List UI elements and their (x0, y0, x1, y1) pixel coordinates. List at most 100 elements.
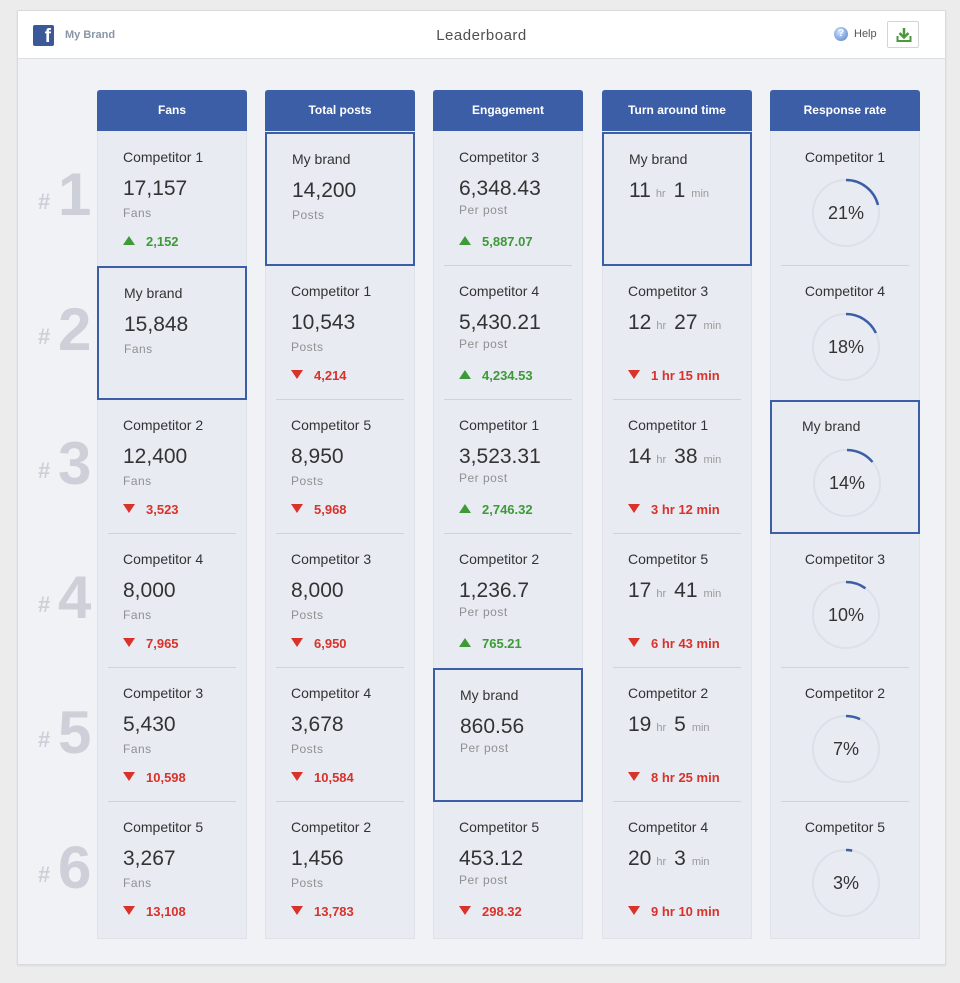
change-value: 10,584 (314, 770, 354, 785)
metric-unit: Posts (291, 474, 324, 488)
leaderboard-cell[interactable]: Competitor 4 3,678 Posts 10,584 (266, 668, 414, 802)
leaderboard-cell[interactable]: Competitor 1 3,523.31 Per post 2,746.32 (434, 400, 582, 534)
metric-value: 8,000 (291, 579, 344, 602)
leaderboard-cell[interactable]: Competitor 3 12 hr 27 min 1 hr 15 min (603, 266, 751, 400)
leaderboard-cell-my-brand[interactable]: My brand 14,200 Posts (265, 132, 415, 266)
leaderboard-cell[interactable]: Competitor 1 21% (771, 132, 919, 266)
change-indicator: 3 hr 12 min (628, 502, 720, 517)
arrow-down-icon (123, 906, 135, 915)
metric-value: 3,267 (123, 847, 176, 870)
hours-unit: hr (656, 588, 667, 600)
hours-value: 19 (628, 713, 652, 736)
leaderboard-cell[interactable]: Competitor 3 10% (771, 534, 919, 668)
metric-column: Total posts My brand 14,200 Posts Competitor… (265, 90, 415, 939)
leaderboard-cell-my-brand[interactable]: My brand 860.56 Per post (433, 668, 583, 802)
hours-unit: hr (656, 856, 667, 868)
leaderboard-cell[interactable]: Competitor 3 6,348.43 Per post 5,887.07 (434, 132, 582, 266)
row-divider (276, 667, 404, 668)
leaderboard-cell-my-brand[interactable]: My brand 11 hr 1 min (602, 132, 752, 266)
row-divider (613, 801, 741, 802)
rank-value: 1 (58, 161, 92, 228)
change-value: 3 hr 12 min (651, 502, 720, 517)
row-divider (108, 667, 236, 668)
change-value: 298.32 (482, 904, 522, 919)
change-indicator: 2,152 (123, 234, 179, 249)
leaderboard-cell-my-brand[interactable]: My brand 14% (770, 400, 920, 534)
metric-unit: Posts (291, 340, 324, 354)
rank-number: #1 (38, 161, 98, 225)
change-value: 2,746.32 (482, 502, 533, 517)
metric-unit: Per post (459, 203, 508, 217)
gauge-fill (812, 448, 882, 518)
leaderboard-cell[interactable]: Competitor 4 5,430.21 Per post 4,234.53 (434, 266, 582, 400)
metric-value: 453.12 (459, 847, 524, 870)
row-divider (613, 399, 741, 400)
metric-unit: Posts (291, 876, 324, 890)
leaderboard-cell[interactable]: Competitor 2 7% (771, 668, 919, 802)
leaderboard-cell[interactable]: Competitor 2 1,236.7 Per post 765.21 (434, 534, 582, 668)
minutes-unit: min (691, 856, 710, 868)
change-indicator: 8 hr 25 min (628, 770, 720, 785)
change-value: 5,887.07 (482, 234, 533, 249)
gauge-fill (811, 178, 881, 248)
leaderboard-cell[interactable]: Competitor 1 14 hr 38 min 3 hr 12 min (603, 400, 751, 534)
leaderboard-cell[interactable]: Competitor 2 19 hr 5 min 8 hr 25 min (603, 668, 751, 802)
help-link[interactable]: ? Help (834, 27, 877, 41)
competitor-name: Competitor 5 (459, 819, 540, 835)
leaderboard-cell[interactable]: Competitor 3 8,000 Posts 6,950 (266, 534, 414, 668)
change-indicator: 765.21 (459, 636, 522, 651)
help-icon: ? (834, 27, 848, 41)
rank-number: #2 (38, 296, 98, 360)
response-rate-value: 21% (827, 203, 865, 223)
leaderboard-cell[interactable]: Competitor 5 17 hr 41 min 6 hr 43 min (603, 534, 751, 668)
response-rate-value: 3% (832, 873, 859, 893)
hours-value: 14 (628, 445, 652, 468)
metric-value: 8,000 (123, 579, 176, 602)
competitor-name: Competitor 1 (459, 417, 540, 433)
leaderboard-cell[interactable]: Competitor 1 10,543 Posts 4,214 (266, 266, 414, 400)
leaderboard-cell[interactable]: Competitor 1 17,157 Fans 2,152 (98, 132, 246, 266)
hours-unit: hr (656, 320, 667, 332)
turnaround-value: 11 hr 1 min (629, 179, 709, 203)
page-title: Leaderboard (436, 27, 527, 44)
change-indicator: 10,598 (123, 770, 186, 785)
leaderboard-cell[interactable]: Competitor 5 3% (771, 802, 919, 936)
arrow-down-icon (628, 638, 640, 647)
leaderboard-cell[interactable]: Competitor 5 8,950 Posts 5,968 (266, 400, 414, 534)
metric-unit: Fans (123, 876, 152, 890)
leaderboard-cell[interactable]: Competitor 5 3,267 Fans 13,108 (98, 802, 246, 936)
leaderboard-cell[interactable]: Competitor 2 12,400 Fans 3,523 (98, 400, 246, 534)
metric-column: Response rate Competitor 1 21% Competitor 4… (770, 90, 920, 939)
metric-value: 5,430 (123, 713, 176, 736)
metric-value: 10,543 (291, 311, 356, 334)
competitor-name: Competitor 3 (123, 685, 204, 701)
leaderboard-cell[interactable]: Competitor 2 1,456 Posts 13,783 (266, 802, 414, 936)
gauge-fill (811, 714, 881, 784)
competitor-name: Competitor 5 (628, 551, 709, 567)
change-value: 10,598 (146, 770, 186, 785)
change-indicator: 7,965 (123, 636, 179, 651)
hours-value: 17 (628, 579, 652, 602)
arrow-up-icon (459, 370, 471, 379)
response-rate-gauge (811, 580, 881, 650)
leaderboard-cell-my-brand[interactable]: My brand 15,848 Fans (97, 266, 247, 400)
leaderboard-cell[interactable]: Competitor 3 5,430 Fans 10,598 (98, 668, 246, 802)
row-divider (613, 667, 741, 668)
turnaround-value: 19 hr 5 min (628, 713, 710, 737)
leaderboard-cell[interactable]: Competitor 4 20 hr 3 min 9 hr 10 min (603, 802, 751, 936)
arrow-down-icon (291, 504, 303, 513)
change-value: 8 hr 25 min (651, 770, 720, 785)
rank-number: #4 (38, 564, 98, 628)
metric-unit: Fans (123, 206, 152, 220)
rank-value: 6 (58, 834, 92, 901)
change-indicator: 6 hr 43 min (628, 636, 720, 651)
download-button[interactable] (887, 21, 919, 48)
leaderboard-cell[interactable]: Competitor 5 453.12 Per post 298.32 (434, 802, 582, 936)
leaderboard-cell[interactable]: Competitor 4 18% (771, 266, 919, 400)
leaderboard-cell[interactable]: Competitor 4 8,000 Fans 7,965 (98, 534, 246, 668)
competitor-name: Competitor 4 (459, 283, 540, 299)
brand-name[interactable]: My Brand (65, 29, 116, 41)
change-value: 2,152 (146, 234, 179, 249)
metric-value: 14,200 (292, 179, 357, 202)
competitor-name: Competitor 1 (628, 417, 709, 433)
